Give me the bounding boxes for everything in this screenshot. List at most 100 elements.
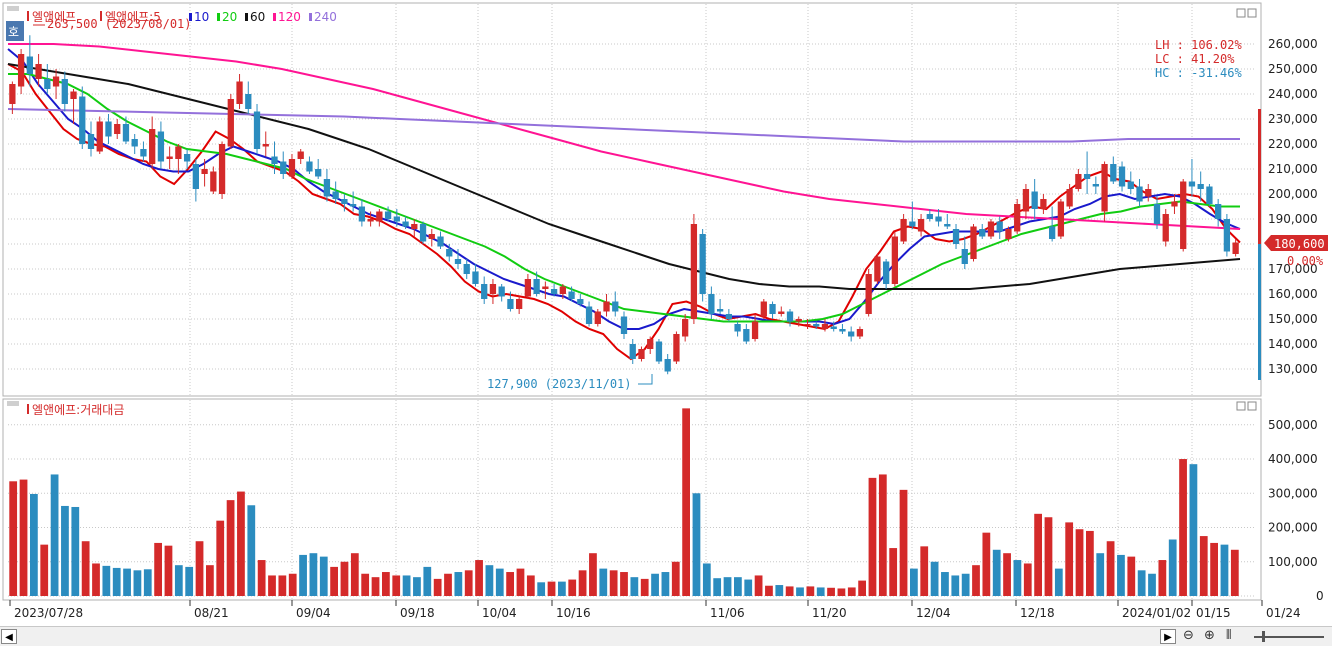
candle-body [1153,204,1161,224]
candle-body [708,294,715,314]
ma-legend-swatch [245,13,248,21]
upper-maximize-icon[interactable] [1236,8,1246,18]
candle-body [79,96,86,144]
high-annotation: 263,500 (2023/08/01) [47,17,192,31]
candle-body [341,199,348,204]
candle-body [175,146,182,159]
volume-bar [765,585,773,596]
y-tick-label: 400,000 [1268,452,1318,466]
candle-body [376,211,383,222]
y-tick-label: 250,000 [1268,62,1318,76]
volume-bar [154,542,162,596]
volume-bar [392,575,401,596]
candle-body [952,229,960,244]
lower-close-icon[interactable] [1247,401,1257,411]
candle-body [358,206,366,222]
zoom-slider[interactable] [1254,636,1324,638]
ma-legend-label: 60 [250,10,265,24]
low-annotation-arrow [638,374,653,385]
volume-bar [568,579,577,596]
candle-body [979,229,986,237]
x-tick-label: 09/18 [400,606,435,620]
candle-body [1092,184,1099,187]
volume-bar [330,566,338,596]
volume-bar [247,505,256,596]
candle-body [1145,189,1152,197]
candle-body [629,344,636,359]
candle-body [140,149,147,157]
candle-body [926,214,933,219]
candle-body [245,94,252,109]
panel-menu-icon[interactable] [7,6,19,11]
y-tick-label: 210,000 [1268,162,1318,176]
y-tick-label: 260,000 [1268,37,1318,51]
volume-bar [961,573,970,596]
volume-bar [133,570,142,596]
zoom-out-icon[interactable]: ⊖ [1183,628,1194,643]
volume-bar [547,581,556,596]
zoom-slider-handle[interactable] [1262,631,1265,642]
volume-bars [9,408,1239,596]
x-tick-label: 08/21 [194,606,229,620]
volume-bar [1106,541,1115,596]
volume-bar [506,572,514,596]
volume-bar [1127,556,1136,596]
candle-body [428,234,435,239]
candle-body [533,279,540,294]
volume-bar [216,520,225,596]
ticker-badge-bg[interactable] [6,21,24,41]
x-tick-label: 10/04 [482,606,517,620]
candle-body [917,219,925,232]
y-tick-label: 0 [1316,589,1324,603]
candle-body [882,261,890,284]
volume-bar [920,546,929,596]
candle-body [813,324,820,327]
candle-body [1022,189,1030,212]
candle-body [716,309,724,312]
volume-bar [775,585,784,596]
volume-bar [630,577,639,596]
candle-body [786,311,794,322]
ma-legend-label: 20 [222,10,237,24]
zoom-in-icon[interactable]: ⊕ [1204,628,1215,643]
legend-marker-ma5 [100,11,102,21]
volume-bar [837,588,846,596]
status-bar: ◀ ▶ ⊖ ⊕ ⫴ [0,626,1332,646]
volume-bar [268,575,276,596]
upper-close-icon[interactable] [1247,8,1257,18]
y-tick-label: 200,000 [1268,187,1318,201]
volume-bar [164,545,173,596]
lower-panel-title: 엘앤에프:거래대금 [32,403,124,417]
candle-body [524,279,532,297]
volume-bar [858,580,866,596]
candle-body [935,216,942,222]
volume-bar [30,493,38,596]
candle-body [271,156,278,164]
scroll-left-button[interactable]: ◀ [1,629,17,644]
ticker-badge[interactable]: 호 [8,25,19,39]
volume-bar [1189,464,1198,596]
lower-maximize-icon[interactable] [1236,401,1246,411]
volume-bar [195,541,204,596]
volume-bar [702,563,711,596]
volume-bar [878,474,887,596]
volume-bar [185,566,194,596]
volume-bar [464,570,473,596]
candle-body [9,84,16,104]
candle-body [856,329,864,337]
volume-bar [982,532,991,596]
ma-line-240 [7,108,1240,143]
volume-bar [868,477,877,596]
candle-body [1005,229,1012,239]
x-tick-label: 2024/01/02 [1122,606,1191,620]
candle-body [218,144,226,194]
volume-bar [9,481,18,596]
volume-bar [609,570,618,596]
volume-bar [340,561,349,596]
volume-bar [81,541,90,596]
scroll-right-button[interactable]: ▶ [1160,629,1176,644]
lower-panel-menu-icon[interactable] [7,401,19,406]
bar-count-icon[interactable]: ⫴ [1226,628,1232,643]
candle-body [594,311,601,324]
